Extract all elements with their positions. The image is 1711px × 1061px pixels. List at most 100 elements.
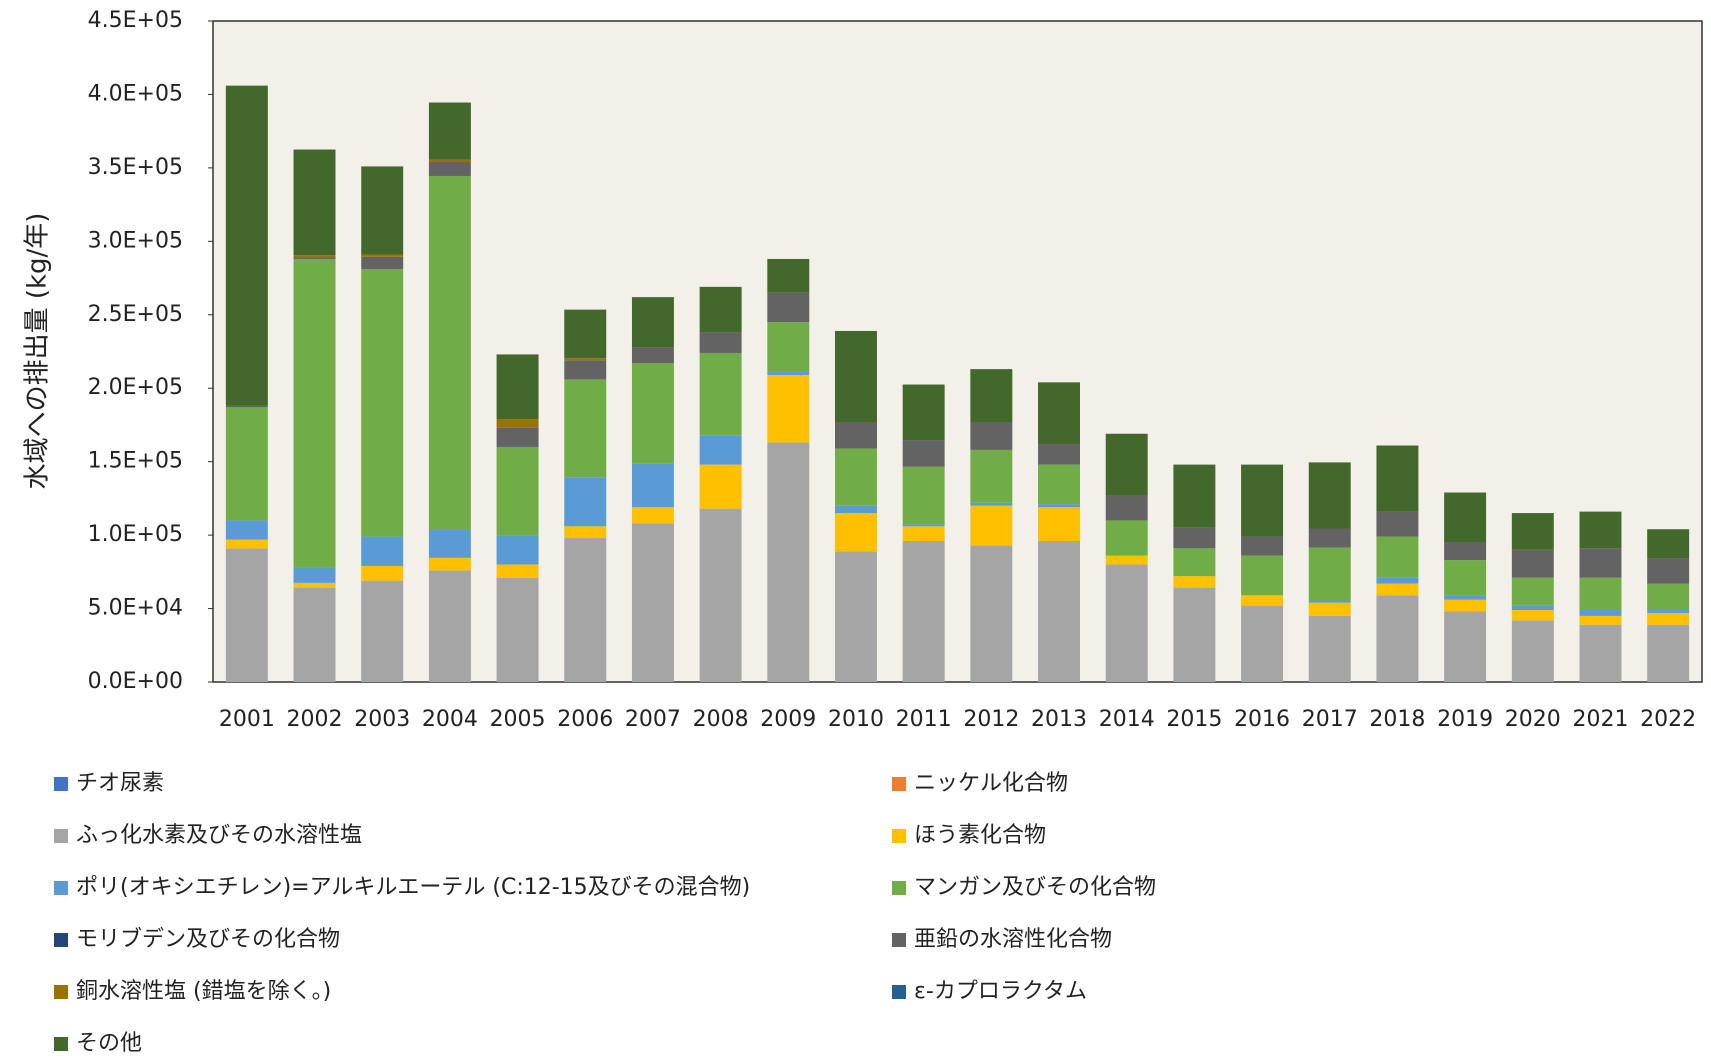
x-tick-label: 2021 [1572,707,1628,732]
bar-segment [1579,577,1622,611]
bar-segment [1647,624,1690,682]
legend-label: モリブデン及びその化合物 [76,927,340,952]
bar-segment [767,322,810,373]
bar-segment [1444,542,1487,561]
legend-swatch [54,985,68,999]
bar-segment [1241,605,1284,682]
x-tick-label: 2010 [828,707,884,732]
x-tick-label: 2001 [219,707,275,732]
bar-segment [767,292,810,323]
bar-segment [1308,528,1351,548]
bar-segment [631,523,674,682]
bar-segment [225,407,268,521]
bar-segment [970,505,1013,546]
x-tick-label: 2007 [625,707,681,732]
bar-segment [1308,602,1351,616]
bar-segment [1376,583,1419,596]
bar-segment [1444,595,1487,600]
bar-segment [1241,595,1284,606]
bar-segment [699,508,742,682]
bar-segment [1647,583,1690,611]
bar-segment [1511,620,1554,682]
bar-segment [1308,615,1351,682]
bar-segment [1444,560,1487,596]
bar-segment [834,422,877,449]
bar-segment [1105,520,1148,556]
legend-swatch [892,777,906,791]
bar-segment [225,539,268,549]
bar-segment [834,505,877,514]
bar-segment [496,577,539,682]
bar-segment [428,570,471,682]
bar-segment [1579,548,1622,578]
bar-segment [699,332,742,353]
x-tick-label: 2008 [693,707,749,732]
bar-segment [361,256,404,270]
legend-label: チオ尿素 [76,771,164,796]
bar-segment [767,258,810,293]
bar-segment [496,446,539,536]
bar-segment [902,524,945,527]
bar-segment [834,551,877,682]
legend-swatch [54,881,68,895]
x-tick-label: 2015 [1166,707,1222,732]
bar-segment [1173,548,1216,577]
bar-segment [1173,464,1216,528]
bar-segment [1511,549,1554,578]
legend-swatch [892,881,906,895]
x-tick-label: 2012 [963,707,1019,732]
bar-segment [1444,599,1487,612]
x-tick-label: 2020 [1505,707,1561,732]
bar-segment [902,466,945,525]
bar-segment [225,405,268,408]
bar-segment [767,375,810,443]
bar-segment [1376,445,1419,512]
bar-segment [496,535,539,565]
bar-segment [970,369,1013,423]
bar-segment [1511,605,1554,611]
x-tick-label: 2016 [1234,707,1290,732]
legend-swatch [892,933,906,947]
bar-segment [834,448,877,506]
y-tick-label: 1.5E+05 [88,449,183,474]
bar-segment [1579,624,1622,682]
x-tick-label: 2004 [422,707,478,732]
x-tick-label: 2013 [1031,707,1087,732]
bar-segment [631,297,674,348]
legend-label: ポリ(オキシエチレン)=アルキルエーテル (C:12-15及びその混合物) [76,875,750,900]
bar-segment [1105,555,1148,565]
bar-segment [1241,536,1284,556]
x-tick-label: 2019 [1437,707,1493,732]
bar-segment [631,363,674,464]
legend-swatch [54,933,68,947]
bar-segment [564,538,607,682]
bar-segment [631,463,674,508]
y-tick-label: 3.5E+05 [88,155,183,180]
bar-segment [225,548,268,682]
bar-segment [361,166,404,255]
bar-segment [361,536,404,566]
bar-segment [1444,611,1487,682]
y-tick-label: 4.5E+05 [88,8,183,33]
bar-segment [564,526,607,539]
bar-segment [564,379,607,478]
bar-segment [1376,536,1419,578]
bar-segment [1173,576,1216,588]
x-tick-label: 2014 [1099,707,1155,732]
bar-segment [225,85,268,406]
y-axis-label: 水域への排出量 (kg/年) [23,213,53,490]
bar-segment [1647,529,1690,559]
bar-segment [1308,547,1351,601]
bar-segment [428,102,471,160]
bar-segment [631,347,674,364]
bar-segment [1038,507,1081,541]
bar-segment [428,529,471,558]
bar-segment [1376,577,1419,584]
legend-swatch [54,1037,68,1051]
x-tick-label: 2002 [287,707,343,732]
legend-swatch [892,985,906,999]
bar-segment [970,545,1013,682]
legend-swatch [54,829,68,843]
legend-label: ほう素化合物 [914,823,1046,848]
